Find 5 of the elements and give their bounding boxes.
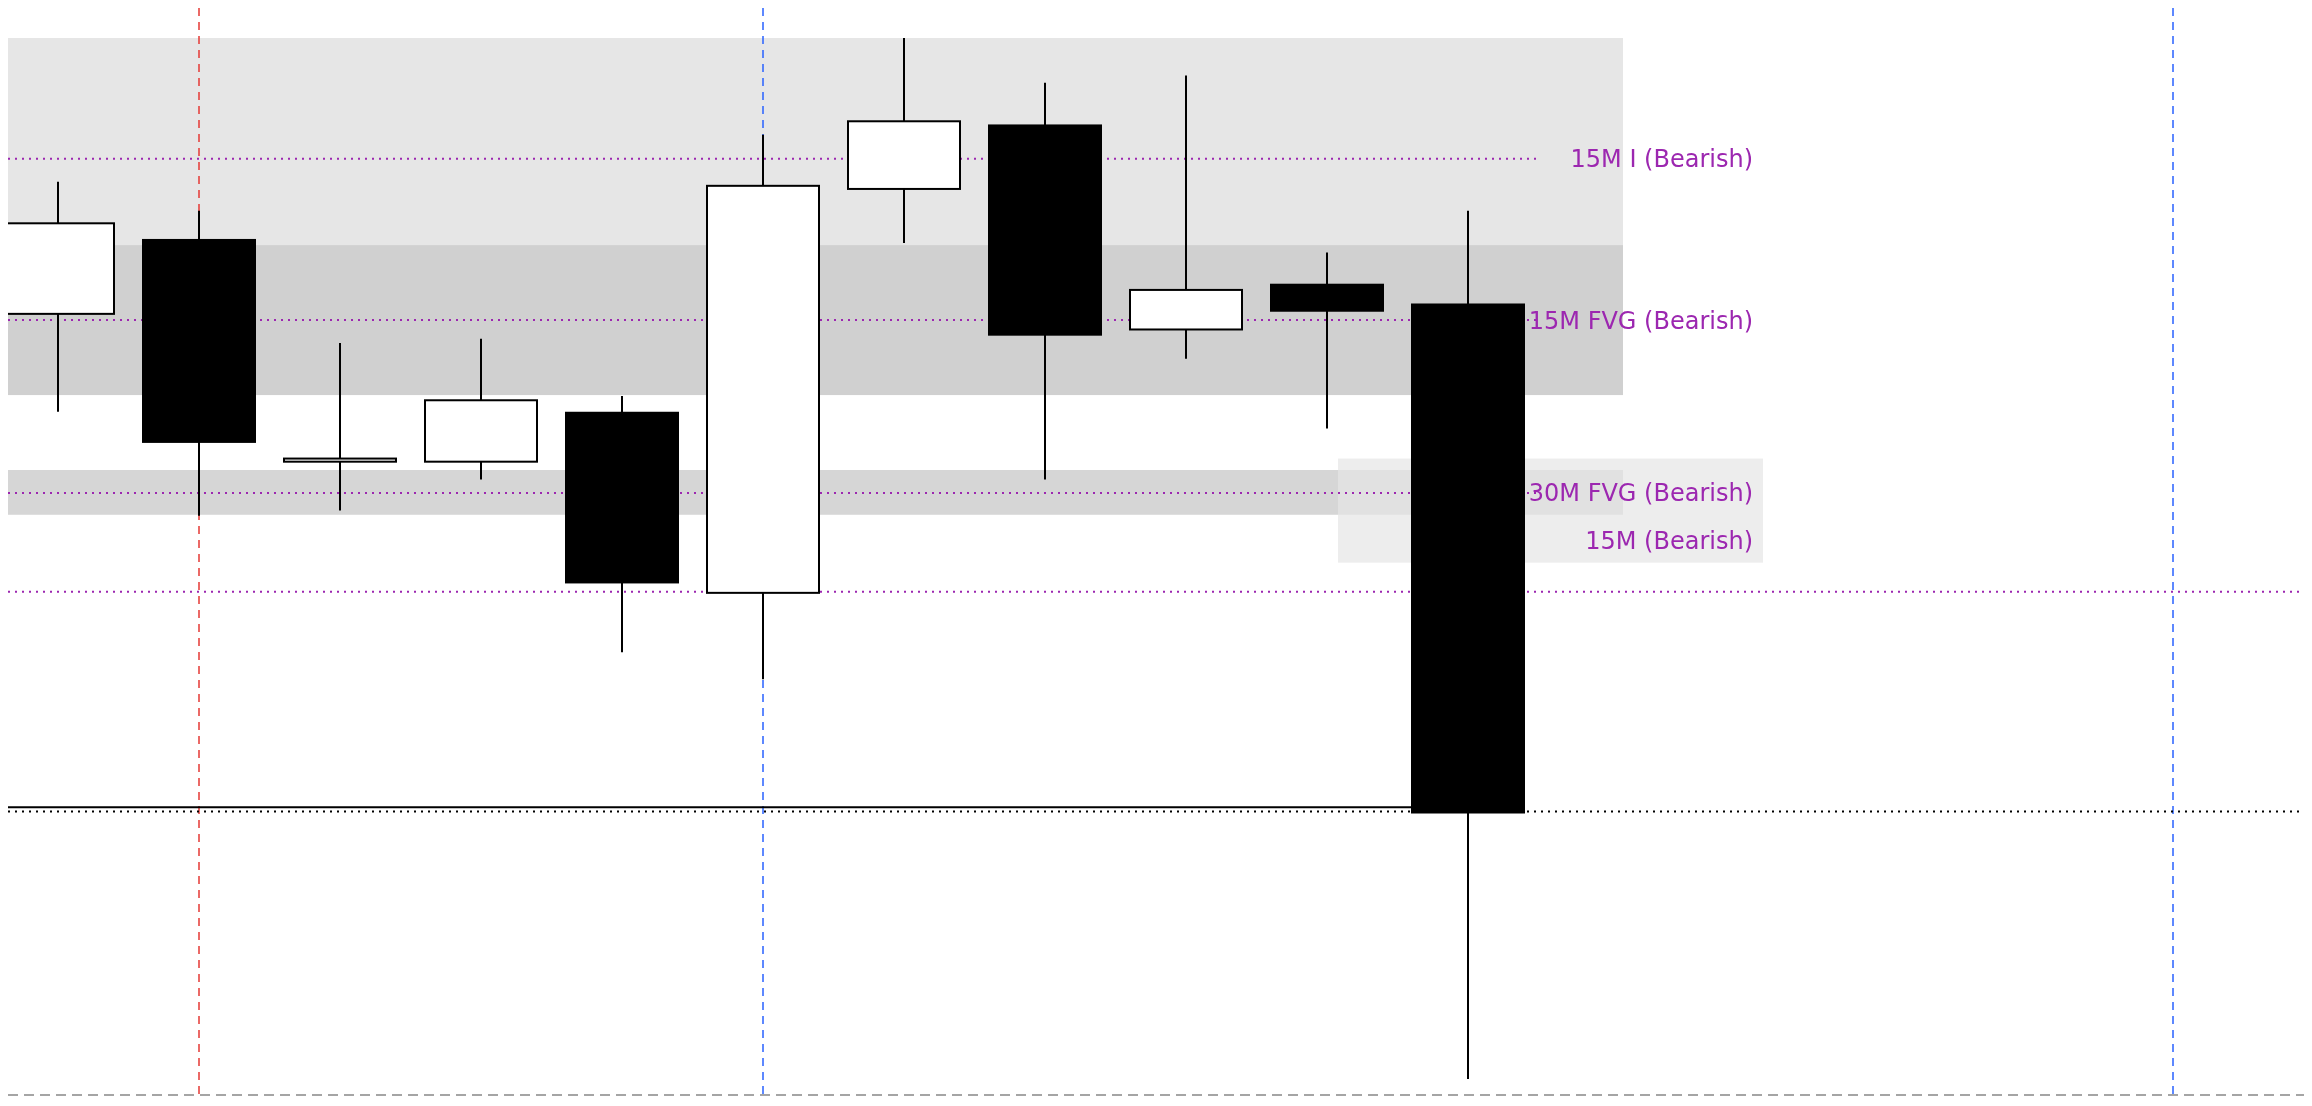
ref-line-label: 30M FVG (Bearish) bbox=[1528, 479, 1753, 508]
band-label: 15M (Bearish) bbox=[1585, 526, 1753, 555]
candlestick bbox=[283, 342, 397, 512]
ref-line-label: 15M FVG (Bearish) bbox=[1528, 306, 1753, 335]
ref-line-label: 15M I (Bearish) bbox=[1570, 145, 1753, 174]
